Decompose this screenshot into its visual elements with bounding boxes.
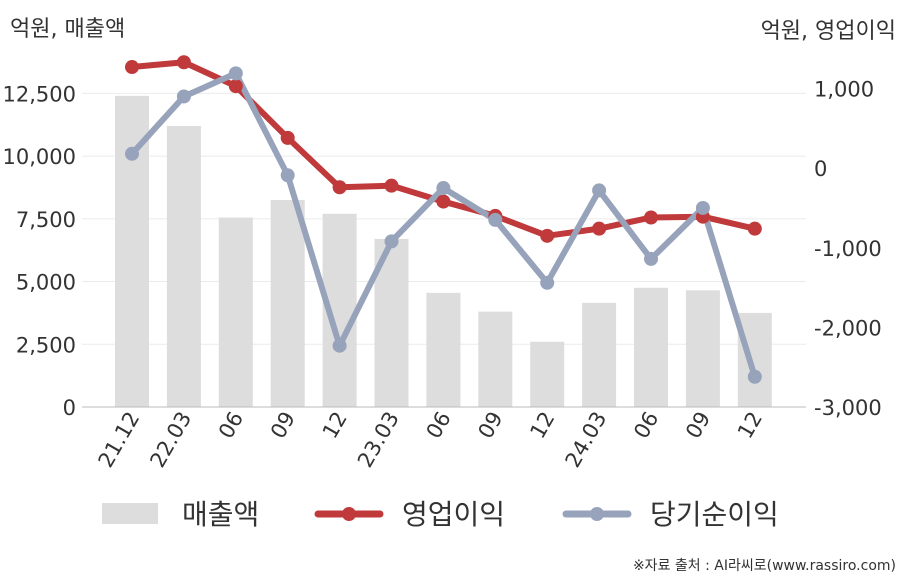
x-tick-label: 12: [318, 408, 352, 443]
x-tick-label: 09: [473, 408, 507, 443]
right-axis-title: 억원, 영업이익: [761, 19, 896, 44]
right-tick-label: -1,000: [814, 237, 882, 261]
right-tick-label: 0: [814, 157, 827, 181]
left-axis-ticks: 0 2,500 5,000 7,500 10,000 12,500: [3, 82, 76, 420]
point-operating-profit: [747, 221, 762, 236]
x-tick-label: 09: [266, 408, 300, 443]
x-tick-label: 22.03: [145, 408, 196, 472]
x-tick-label: 21.12: [93, 408, 144, 472]
x-tick-label: 06: [214, 408, 248, 443]
x-tick-label: 24.03: [561, 408, 612, 472]
right-tick-label: -3,000: [814, 396, 882, 420]
legend: 매출액 영업이익 당기순이익: [102, 498, 779, 531]
point-net-income: [176, 89, 191, 104]
point-net-income: [332, 338, 347, 353]
point-net-income: [592, 183, 607, 198]
bar-revenue: [166, 125, 201, 408]
x-tick-label: 09: [681, 408, 715, 443]
left-tick-label: 2,500: [16, 333, 76, 357]
point-net-income: [644, 251, 658, 266]
point-operating-profit: [540, 228, 555, 243]
x-tick-label: 12: [525, 408, 559, 443]
point-net-income: [384, 234, 399, 249]
right-tick-label: 1,000: [814, 78, 874, 102]
grid-lines: [82, 92, 806, 345]
point-net-income: [436, 181, 451, 196]
legend-label-revenue: 매출액: [182, 498, 259, 531]
legend-label-net-income: 당기순이익: [650, 498, 779, 531]
legend-swatch-revenue: [102, 503, 158, 524]
line-operating-profit: [129, 59, 758, 239]
bar-revenue: [478, 311, 513, 407]
point-operating-profit: [228, 79, 243, 94]
source-credit: ※자료 출처 : AI라씨로(www.rassiro.com): [633, 558, 896, 574]
point-operating-profit: [332, 180, 347, 195]
point-operating-profit: [125, 60, 139, 75]
point-net-income: [125, 146, 139, 161]
bar-revenue: [634, 287, 668, 407]
legend-label-operating-profit: 영업이익: [402, 498, 505, 531]
bar-revenue: [218, 217, 253, 407]
bar-revenue: [426, 292, 461, 407]
point-net-income: [488, 212, 503, 227]
point-net-income: [540, 275, 555, 290]
legend-marker-net-income: [590, 507, 604, 521]
right-axis-ticks: -3,000 -2,000 -1,000 0 1,000: [814, 78, 882, 420]
point-net-income: [695, 200, 710, 215]
x-axis-ticks: 21.12 22.03 06 09 12 23.03 06 09 12 24.03 06 09 12: [93, 408, 767, 472]
bar-revenue: [685, 290, 720, 407]
bar-revenue: [582, 302, 617, 407]
x-tick-label: 23.03: [353, 408, 404, 472]
point-operating-profit: [280, 130, 295, 145]
line-series-group: [125, 55, 762, 384]
bar-revenue: [737, 312, 772, 407]
point-operating-profit: [384, 178, 399, 193]
point-operating-profit: [592, 221, 607, 236]
legend-marker-operating-profit: [342, 507, 356, 521]
left-axis-title: 억원, 매출액: [10, 17, 125, 42]
left-tick-label: 7,500: [16, 208, 76, 232]
point-operating-profit: [176, 55, 191, 70]
point-operating-profit: [644, 210, 658, 225]
point-net-income: [228, 66, 243, 81]
left-tick-label: 0: [63, 396, 76, 420]
right-tick-label: -2,000: [814, 316, 882, 340]
x-tick-label: 06: [629, 408, 663, 443]
left-tick-label: 10,000: [3, 145, 76, 169]
bar-series-revenue: [115, 95, 772, 408]
point-net-income: [747, 369, 762, 384]
left-tick-label: 5,000: [16, 271, 76, 295]
left-tick-label: 12,500: [3, 82, 76, 106]
x-tick-label: 06: [422, 408, 456, 443]
bar-revenue: [530, 341, 565, 407]
x-tick-label: 12: [733, 408, 767, 443]
point-operating-profit: [436, 194, 451, 209]
point-net-income: [280, 168, 295, 183]
bar-revenue: [270, 200, 305, 407]
